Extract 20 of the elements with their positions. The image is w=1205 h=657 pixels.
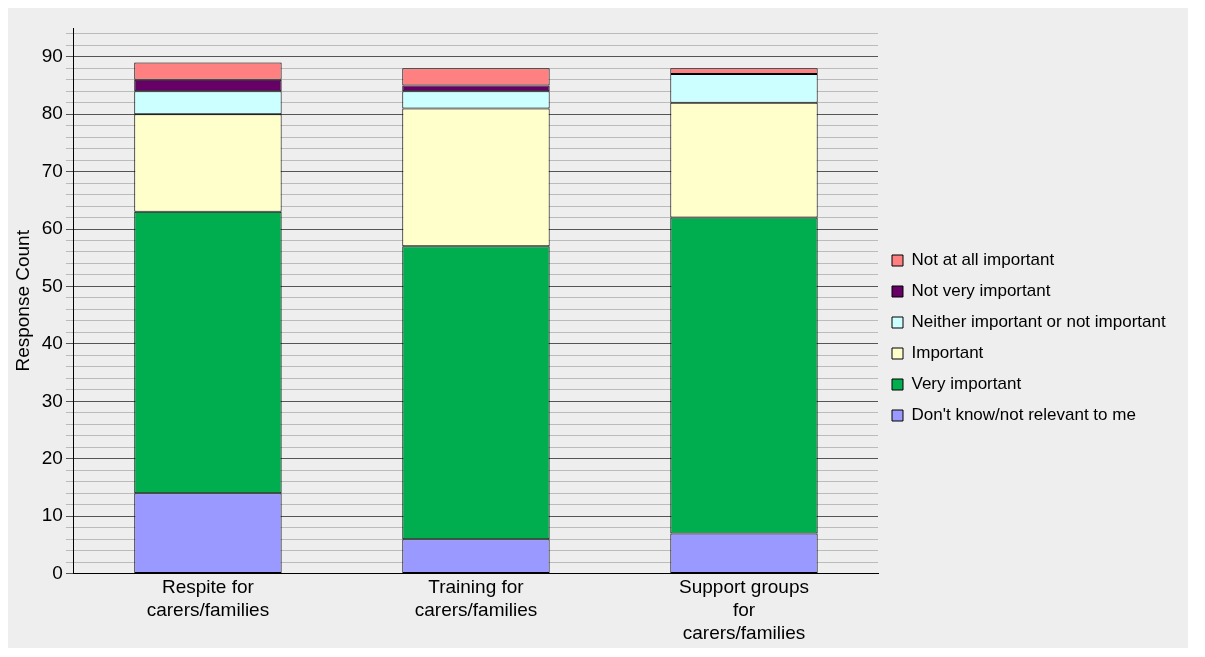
- legend-label: Important: [911, 343, 984, 363]
- legend-label: Not at all important: [911, 250, 1055, 270]
- y-tick-label: 60: [41, 217, 63, 239]
- y-tick-label: 80: [41, 102, 63, 124]
- y-tick-label: 70: [41, 159, 63, 181]
- y-tick-label: 10: [41, 504, 63, 526]
- x-tick-label: Training for carers/families: [414, 576, 538, 621]
- legend-label: Neither important or not important: [911, 312, 1166, 332]
- legend-label: Very important: [911, 374, 1022, 394]
- legend-label: Don't know/not relevant to me: [911, 405, 1136, 425]
- y-tick-label: 0: [52, 561, 63, 583]
- legend-label: Not very important: [911, 281, 1051, 301]
- y-tick-label: 40: [41, 332, 63, 354]
- y-tick-label: 50: [41, 274, 63, 296]
- y-tick-label: 90: [41, 44, 63, 66]
- x-tick-label: Support groups for carers/families: [679, 576, 809, 643]
- x-tick-label: Respite for carers/families: [146, 576, 270, 621]
- y-tick-label: 30: [41, 389, 63, 411]
- y-axis-title: Response Count: [11, 229, 33, 372]
- y-tick-label: 20: [41, 446, 63, 468]
